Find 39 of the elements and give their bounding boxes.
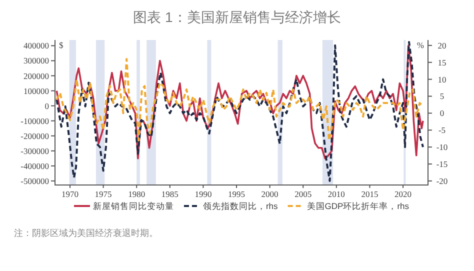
y-tick-label: -200000 [20, 130, 49, 141]
x-tick-label: 2020 [394, 189, 412, 199]
legend-label: 新屋销售同比变动量 [92, 201, 174, 211]
x-tick-label: 1985 [161, 189, 178, 199]
y2-tick-label: 15 [438, 57, 446, 68]
y2-tick-label: 20 [438, 40, 446, 50]
x-tick-label: 1970 [61, 189, 78, 199]
line-series [56, 41, 424, 182]
y2-axis-title: % [416, 40, 424, 50]
x-tick-label: 2015 [361, 189, 378, 199]
y-tick-label: 400000 [24, 40, 49, 51]
x-tick-label: 2000 [261, 189, 278, 199]
y2-tick-label: -15 [436, 158, 448, 169]
line-series [56, 58, 424, 142]
x-tick-label: 1980 [128, 189, 146, 199]
y-tick-label: -500000 [20, 176, 49, 186]
x-tick-label: 2005 [294, 189, 312, 199]
y2-tick-label: -10 [436, 142, 448, 152]
legend-label: 领先指数同比，rhs [202, 201, 278, 211]
y-axis-title: $ [59, 40, 64, 50]
y-tick-label: -300000 [20, 146, 49, 156]
y2-tick-label: 10 [438, 74, 446, 84]
y-tick-label: 200000 [24, 70, 49, 81]
y-tick-label: 0 [44, 100, 49, 111]
chart-title: 图表 1：美国新屋销售与经济增长 [133, 9, 341, 25]
y2-tick-label: 5 [440, 91, 444, 102]
y2-tick-label: -20 [436, 176, 448, 186]
y-tick-label: -100000 [20, 116, 49, 126]
x-tick-label: 1995 [228, 189, 246, 199]
y-tick-label: 300000 [24, 56, 49, 66]
x-tick-label: 2010 [328, 189, 345, 199]
text: 注：阴影区域为美国经济衰退时期。 [14, 228, 158, 238]
y2-tick-label: 0 [440, 108, 444, 118]
x-tick-label: 1975 [94, 189, 112, 199]
y-tick-label: -400000 [20, 160, 49, 171]
legend-label: 美国GDP环比折年率，rhs [306, 201, 410, 211]
x-tick-label: 1990 [194, 189, 212, 199]
y-tick-label: 100000 [24, 86, 49, 96]
y2-tick-label: -5 [438, 125, 446, 136]
